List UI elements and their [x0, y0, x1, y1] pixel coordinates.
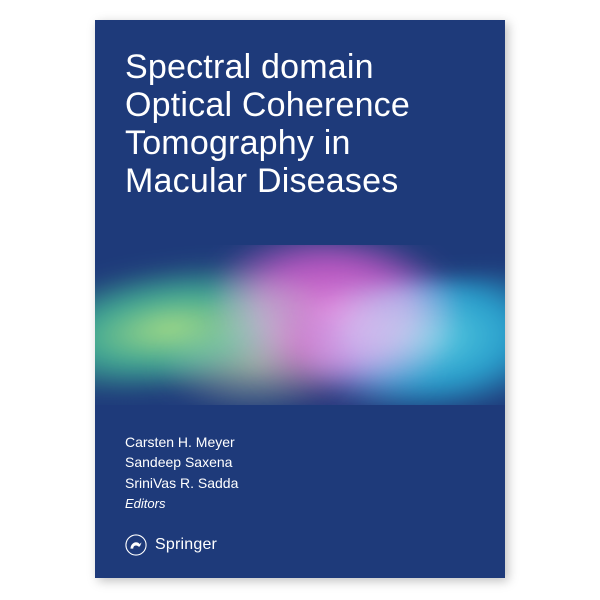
publisher-name: Springer [155, 536, 217, 554]
editor-name: Carsten H. Meyer [125, 432, 238, 452]
book-cover: Spectral domain Optical Coherence Tomogr… [95, 20, 505, 578]
springer-horse-icon [125, 534, 147, 556]
artwork-blob [301, 272, 505, 405]
editor-name: Sandeep Saxena [125, 452, 238, 472]
book-title: Spectral domain Optical Coherence Tomogr… [125, 48, 475, 200]
editor-name: SriniVas R. Sadda [125, 473, 238, 493]
publisher-block: Springer [125, 534, 217, 556]
editors-role-label: Editors [125, 496, 165, 511]
cover-artwork [95, 245, 505, 405]
page: Spectral domain Optical Coherence Tomogr… [0, 0, 600, 600]
editors-block: Carsten H. Meyer Sandeep Saxena SriniVas… [125, 432, 238, 514]
